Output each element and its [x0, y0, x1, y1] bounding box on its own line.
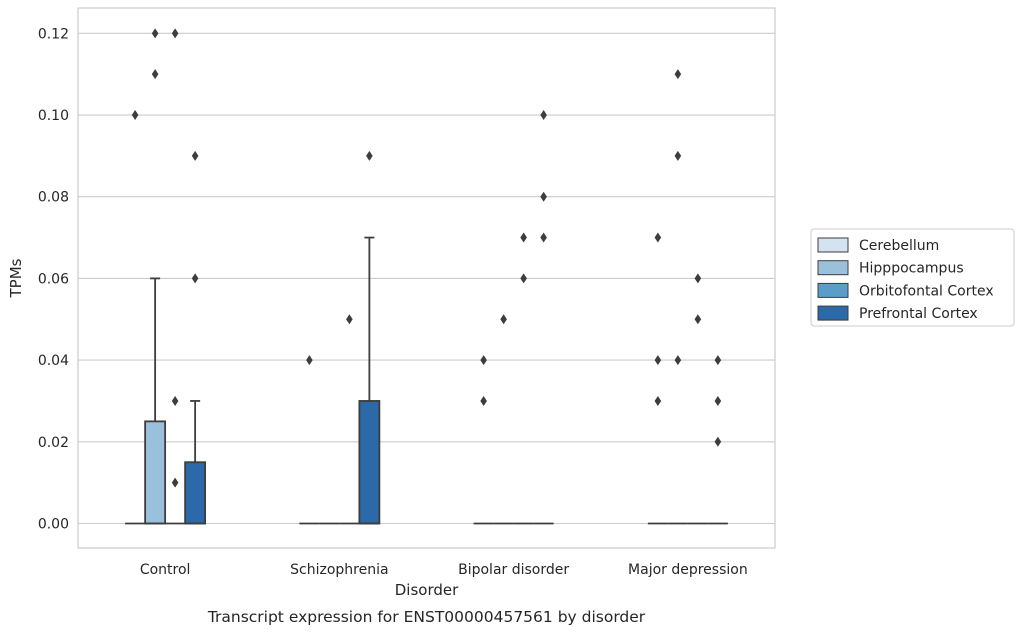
outlier-point	[674, 69, 682, 80]
legend-swatch	[817, 237, 849, 253]
legend-frame	[810, 228, 1015, 327]
box-group	[144, 28, 167, 525]
outlier-point	[654, 232, 662, 243]
legend-swatch	[817, 282, 849, 298]
box-group	[647, 232, 668, 525]
box-group	[707, 355, 728, 525]
y-axis-ticks: 0.00 0.02 0.04 0.06 0.08 0.10 0.12	[38, 26, 69, 532]
box-group	[339, 314, 360, 525]
outlier-point	[346, 314, 353, 325]
outlier-point	[151, 28, 159, 39]
outlier-point	[500, 314, 507, 325]
box-group	[358, 150, 381, 525]
outlier-point	[520, 273, 527, 284]
box-rect	[184, 461, 207, 525]
legend-entry: Hipppocampus	[859, 261, 964, 277]
y-tick-label: 0.04	[38, 353, 69, 369]
y-tick-label: 0.10	[38, 108, 69, 124]
outlier-point	[171, 28, 179, 39]
outlier-point	[480, 355, 487, 366]
outlier-point	[191, 273, 199, 284]
outlier-point	[694, 273, 702, 284]
box-group	[473, 355, 494, 525]
box-group	[165, 28, 186, 525]
box-group	[667, 69, 688, 525]
legend-swatch	[817, 305, 849, 321]
outlier-point	[714, 436, 722, 447]
plot-marks	[125, 28, 728, 525]
box-group	[493, 314, 514, 525]
outlier-point	[540, 110, 547, 121]
x-tick-label: Bipolar disorder	[458, 562, 569, 578]
y-tick-label: 0.12	[38, 26, 69, 42]
outlier-point	[714, 395, 722, 406]
outlier-point	[540, 232, 547, 243]
box-group	[299, 355, 320, 525]
outlier-point	[151, 69, 159, 80]
outlier-point	[191, 150, 199, 161]
x-tick-label: Control	[140, 562, 191, 578]
outlier-point	[714, 355, 722, 366]
outlier-point	[171, 395, 179, 406]
legend-entry: Orbitofontal Cortex	[859, 283, 994, 299]
box-rect	[358, 400, 381, 525]
legend-entry: Prefrontal Cortex	[859, 306, 978, 322]
box-group	[533, 110, 554, 525]
box-group	[184, 150, 207, 525]
x-tick-label: Major depression	[628, 562, 748, 578]
y-tick-label: 0.06	[38, 271, 69, 287]
box-group	[687, 273, 708, 525]
y-axis-label: TPMs	[7, 258, 25, 298]
outlier-point	[366, 150, 373, 161]
outlier-point	[654, 395, 662, 406]
outlier-point	[654, 355, 662, 366]
outlier-point	[674, 355, 682, 366]
y-tick-label: 0.08	[38, 190, 69, 206]
x-tick-label: Schizophrenia	[290, 562, 388, 578]
outlier-point	[306, 355, 313, 366]
y-tick-label: 0.02	[38, 435, 69, 451]
outlier-point	[520, 232, 527, 243]
outlier-point	[674, 150, 682, 161]
box-group	[513, 232, 534, 525]
outlier-point	[480, 395, 487, 406]
y-tick-label: 0.00	[38, 516, 69, 532]
outlier-point	[171, 477, 179, 488]
legend-entry: Cerebellum	[859, 238, 939, 254]
box-rect	[144, 420, 167, 525]
outlier-point	[131, 110, 139, 121]
plot-frame	[77, 7, 776, 549]
x-axis-label: Disorder	[395, 581, 459, 599]
chart-caption: Transcript expression for ENST0000045756…	[207, 608, 646, 626]
legend: Cerebellum Hipppocampus Orbitofontal Corte…	[810, 228, 1015, 327]
box-group	[125, 110, 146, 525]
outlier-point	[694, 314, 702, 325]
outlier-point	[540, 191, 547, 202]
legend-swatch	[817, 260, 849, 276]
x-axis-ticks: Control Schizophrenia Bipolar disorder Majo…	[140, 562, 748, 578]
